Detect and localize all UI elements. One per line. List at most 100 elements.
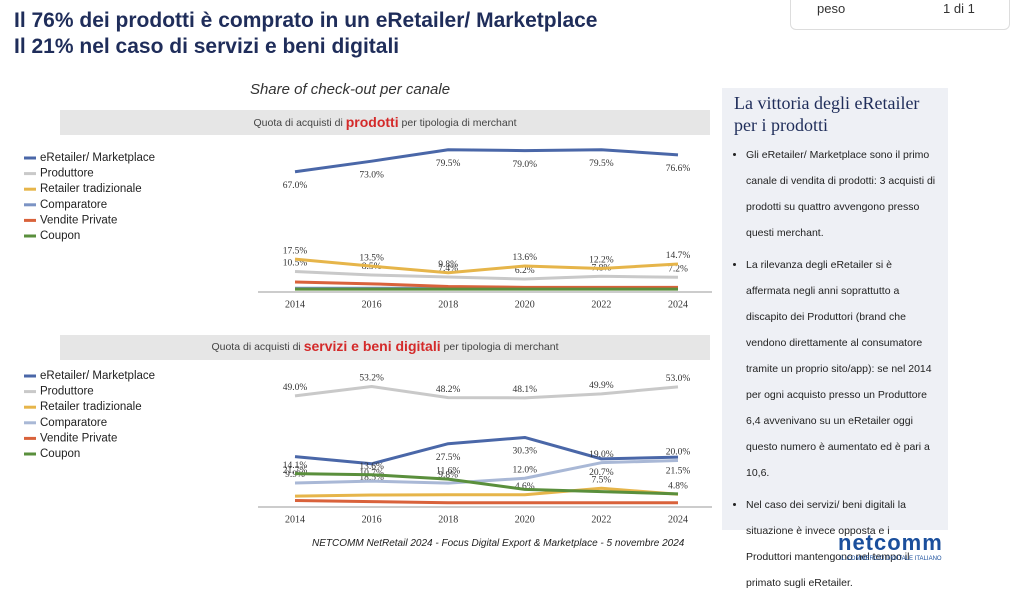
data-label: 13.5% [359, 253, 384, 263]
x-tick-label: 2022 [591, 514, 611, 525]
x-tick-label: 2022 [591, 299, 611, 310]
data-label: 14.7% [666, 251, 691, 261]
sidebar-list: Gli eRetailer/ Marketplace sono il primo… [722, 142, 948, 596]
series-line [294, 435, 679, 466]
data-label: 9.9% [285, 470, 305, 480]
page-widget: peso 1 di 1 [790, 0, 1010, 30]
x-tick-label: 2020 [515, 514, 535, 525]
series-line [294, 257, 679, 275]
data-label: 12.2% [589, 256, 614, 266]
series-line [294, 280, 678, 289]
widget-label: peso [817, 1, 846, 16]
panel-title: Quota di acquisti di servizi e beni digi… [211, 338, 558, 354]
legend-label: Retailer tradizionale [40, 401, 142, 413]
data-label: 18.5% [359, 473, 384, 483]
panel-title: Quota di acquisti di prodotti per tipolo… [253, 114, 516, 130]
data-label: 21.7% [283, 466, 308, 476]
data-label: 11.6% [436, 466, 460, 476]
legend-label: Produttore [40, 386, 94, 398]
series-line [294, 384, 679, 400]
legend-label: Produttore [40, 168, 94, 180]
data-label: 48.1% [513, 385, 538, 395]
panel-title-highlight: prodotti [346, 114, 399, 130]
x-tick-label: 2016 [362, 299, 382, 310]
bullet: La rilevanza degli eRetailer si è afferm… [746, 252, 938, 486]
legend-label: eRetailer/ Marketplace [40, 370, 155, 382]
data-label: 48.2% [436, 385, 461, 395]
data-label: 13.6% [513, 253, 538, 263]
data-label: 76.6% [666, 164, 691, 174]
data-label: 4.6% [515, 482, 535, 492]
panel-title-part: Quota di acquisti di [211, 341, 300, 353]
charts: Share of check-out per canale Quota di a… [24, 81, 712, 525]
title: Il 76% dei prodotti è comprato in un eRe… [14, 8, 597, 60]
data-label: 9.8% [438, 260, 458, 270]
data-label: 10.5% [283, 259, 308, 269]
series-line [294, 472, 679, 496]
data-label: 7.2% [668, 264, 688, 274]
data-label: 79.5% [436, 159, 461, 169]
panel-band [60, 335, 710, 360]
legend-label: Coupon [40, 230, 80, 242]
bullet: Gli eRetailer/ Marketplace sono il primo… [746, 142, 938, 246]
x-tick-label: 2018 [438, 299, 458, 310]
x-tick-label: 2014 [285, 514, 305, 525]
data-label: 30.3% [513, 447, 538, 457]
data-label: 13.6% [359, 462, 384, 472]
legend-label: Comparatore [40, 417, 107, 429]
data-label: 12.0% [513, 465, 538, 475]
legend-label: eRetailer/ Marketplace [40, 152, 155, 164]
series-line [294, 486, 679, 498]
series-line [294, 269, 679, 281]
panel-title-part: Quota di acquisti di [253, 117, 342, 129]
data-label: 21.5% [666, 466, 691, 476]
source: NETCOMM NetRetail 2024 - Focus Digital E… [312, 538, 685, 549]
series-line [294, 148, 679, 174]
widget-page: 1 di 1 [943, 1, 975, 16]
data-label: 7.5% [592, 475, 612, 485]
legend-label: Vendite Private [40, 432, 117, 444]
data-label: 49.9% [589, 381, 614, 391]
data-label: 73.0% [359, 170, 384, 180]
panel-title-part: per tipologia di merchant [444, 341, 559, 353]
data-label: 4.8% [668, 481, 688, 491]
page: Il 76% dei prodotti è comprato in un eRe… [0, 0, 1024, 573]
x-tick-label: 2018 [438, 514, 458, 525]
data-label: 9.8% [438, 470, 458, 480]
data-label: 14.1% [283, 461, 308, 471]
data-label: 19.0% [589, 450, 614, 460]
x-tick-label: 2016 [362, 514, 382, 525]
data-label: 67.0% [283, 181, 308, 191]
x-tick-label: 2024 [668, 299, 688, 310]
data-label: 79.5% [589, 159, 614, 169]
data-label: 6.2% [515, 266, 535, 276]
logo: netcomm [838, 530, 943, 555]
title-line: Il 21% nel caso di servizi e beni digita… [14, 35, 400, 58]
legend-label: Retailer tradizionale [40, 183, 142, 195]
data-label: 27.5% [436, 453, 461, 463]
data-label: 20.0% [666, 448, 691, 458]
data-label: 7.4% [438, 264, 458, 274]
data-label: 53.0% [666, 374, 691, 384]
data-label: 53.2% [359, 374, 384, 384]
panel-title-highlight: servizi e beni digitali [304, 338, 441, 354]
series-line [294, 499, 678, 505]
series-line [294, 458, 679, 485]
legend-label: Coupon [40, 448, 80, 460]
data-label: 49.0% [283, 383, 308, 393]
logo-tagline: IL COMMERCIO DIGITALE ITALIANO [840, 556, 942, 562]
data-label: 79.0% [513, 160, 538, 170]
legend-label: Vendite Private [40, 214, 117, 226]
x-tick-label: 2014 [285, 299, 305, 310]
subtitle: Share of check-out per canale [250, 81, 450, 98]
data-label: 20.7% [589, 468, 614, 478]
title-line: Il 76% dei prodotti è comprato in un eRe… [14, 9, 598, 32]
sidebar: La vittoria degli eRetailer per i prodot… [722, 88, 948, 589]
x-tick-label: 2024 [668, 514, 688, 525]
x-tick-label: 2020 [515, 299, 535, 310]
panel-band [60, 110, 710, 135]
legend-label: Comparatore [40, 199, 107, 211]
sidebar-title: La vittoria degli eRetailer per i prodot… [734, 93, 920, 135]
data-label: 17.5% [283, 246, 308, 256]
panel-title-part: per tipologia di merchant [402, 117, 517, 129]
